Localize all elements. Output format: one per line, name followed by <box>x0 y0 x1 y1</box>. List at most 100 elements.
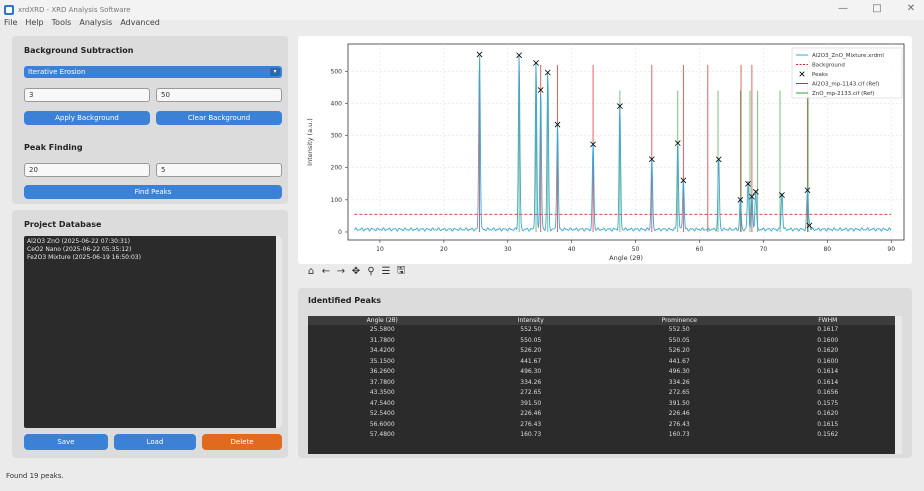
peak-param1-input[interactable]: 20 <box>24 163 150 177</box>
x-tick-label: 10 <box>376 246 384 253</box>
app-icon <box>4 5 14 15</box>
column-header[interactable]: Angle (2θ) <box>366 317 398 324</box>
minimize-icon[interactable]: — <box>838 3 848 14</box>
legend-label: Peaks <box>812 72 828 78</box>
xrd-chart[interactable]: 10 20 30 40 50 60 70 80 90 0 100 200 300 400 500 Angle … <box>298 36 912 264</box>
peak-marker <box>674 140 681 147</box>
legend-label: ZnO_mp-2133.cif (Ref) <box>812 91 874 97</box>
table-row[interactable]: 31.7800 550.05 550.05 0.1600 <box>308 336 902 347</box>
table-cell: 0.1656 <box>817 389 839 396</box>
table-cell: 0.1620 <box>817 410 839 417</box>
table-cell: 0.1575 <box>817 399 839 407</box>
project-list-scrollbar[interactable] <box>276 236 282 428</box>
delete-button[interactable]: Delete <box>202 434 282 450</box>
apply-background-button[interactable]: Apply Background <box>24 111 150 125</box>
clear-background-button[interactable]: Clear Background <box>156 111 282 125</box>
peak-marker <box>476 51 483 58</box>
table-row[interactable]: 56.6000 276.43 276.43 0.1615 <box>308 420 902 431</box>
table-row[interactable]: 57.4800 160.73 160.73 0.1562 <box>308 430 902 441</box>
identified-peaks-panel: Identified Peaks Angle (2θ) Intensity Prom… <box>298 288 912 458</box>
peak-param2-input[interactable]: 5 <box>156 163 282 177</box>
peaks-table-scrollbar[interactable] <box>895 316 902 454</box>
peak-finding-title: Peak Finding <box>24 143 83 152</box>
y-tick-label: 500 <box>331 68 343 75</box>
x-tick-label: 30 <box>504 246 512 253</box>
table-row[interactable]: 47.5400 391.50 391.50 0.1575 <box>308 399 902 410</box>
peak-marker <box>804 187 811 194</box>
table-cell: 526.20 <box>520 347 542 354</box>
project-item[interactable]: Fe2O3 Mixture (2025-06-19 16:50:03) <box>27 254 141 261</box>
find-peaks-button[interactable]: Find Peaks <box>24 185 282 199</box>
project-item[interactable]: Al2O3 ZnO (2025-06-22 07:30:31) <box>27 238 130 245</box>
x-axis-label: Angle (2θ) <box>609 254 643 262</box>
table-cell: 496.30 <box>668 368 690 375</box>
table-row[interactable]: 37.7800 334.26 334.26 0.1614 <box>308 378 902 389</box>
legend-label: Background <box>812 63 845 69</box>
table-cell: 276.43 <box>520 420 542 428</box>
project-item[interactable]: CeO2 Nano (2025-06-22 05:35:12) <box>27 246 132 253</box>
background-param2-input[interactable]: 50 <box>156 88 282 102</box>
chevron-down-icon[interactable]: ▾ <box>270 68 280 76</box>
home-icon[interactable]: ⌂ <box>307 265 315 277</box>
load-button[interactable]: Load <box>114 434 196 450</box>
table-cell: 25.5800 <box>369 326 395 333</box>
plot-panel: 10 20 30 40 50 60 70 80 90 0 100 200 300 400 500 Angle … <box>298 36 912 264</box>
maximize-icon[interactable]: □ <box>872 3 882 14</box>
table-cell: 272.65 <box>520 389 542 396</box>
table-cell: 0.1614 <box>817 368 839 375</box>
background-method-value: Iterative Erosion <box>28 68 86 76</box>
table-cell: 0.1600 <box>817 357 839 365</box>
background-param1-input[interactable]: 3 <box>24 88 150 102</box>
peak-marker <box>537 87 544 93</box>
table-row[interactable]: 36.2600 496.30 496.30 0.1614 <box>308 367 902 378</box>
table-cell: 57.4800 <box>369 431 395 438</box>
close-icon[interactable]: ✕ <box>906 3 916 14</box>
table-cell: 0.1617 <box>817 326 839 333</box>
peak-marker <box>680 177 687 184</box>
background-method-select[interactable]: Iterative Erosion ▾ <box>24 66 282 78</box>
table-cell: 43.3500 <box>369 389 395 396</box>
save-figure-icon[interactable]: 🖫 <box>396 264 406 276</box>
back-arrow-icon[interactable]: ← <box>321 265 331 277</box>
table-row[interactable]: 35.1500 441.67 441.67 0.1600 <box>308 357 902 368</box>
project-database-title: Project Database <box>24 220 102 229</box>
table-cell: 391.50 <box>668 399 690 407</box>
table-cell: 34.4200 <box>369 347 395 354</box>
y-tick-label: 200 <box>331 165 343 172</box>
table-row[interactable]: 43.3500 272.65 272.65 0.1656 <box>308 388 902 399</box>
x-tick-label: 20 <box>440 246 448 253</box>
menu-advanced[interactable]: Advanced <box>120 18 160 27</box>
zoom-icon[interactable]: ⚲ <box>367 265 375 277</box>
table-cell: 334.26 <box>668 378 690 386</box>
table-cell: 550.05 <box>520 336 542 344</box>
table-cell: 272.65 <box>668 389 690 396</box>
configure-icon[interactable]: ☰ <box>381 265 391 277</box>
peak-marker <box>590 141 596 148</box>
column-header[interactable]: Intensity <box>517 317 544 324</box>
peak-marker <box>544 69 551 76</box>
table-cell: 226.46 <box>520 410 542 417</box>
menu-analysis[interactable]: Analysis <box>79 18 113 27</box>
menu-help[interactable]: Help <box>25 18 44 27</box>
y-axis-label: Intensity (a.u.) <box>306 118 314 166</box>
project-list[interactable]: Al2O3 ZnO (2025-06-22 07:30:31) CeO2 Nan… <box>24 236 282 428</box>
table-row[interactable]: 52.5400 226.46 226.46 0.1620 <box>308 409 902 420</box>
peaks-table[interactable]: Angle (2θ) Intensity Prominence FWHM 25.580… <box>308 316 902 454</box>
x-tick-label: 90 <box>887 246 895 253</box>
column-header[interactable]: FWHM <box>818 317 838 324</box>
legend-label: Al2O3_mp-1143.cif (Ref) <box>812 82 879 88</box>
menu-file[interactable]: File <box>4 18 18 27</box>
project-database-panel: Project Database Al2O3 ZnO (2025-06-22 0… <box>12 210 288 458</box>
legend-marker <box>799 71 805 77</box>
table-cell: 276.43 <box>668 420 690 428</box>
save-button[interactable]: Save <box>24 434 108 450</box>
peak-marker <box>715 156 722 163</box>
menu-tools[interactable]: Tools <box>51 18 72 27</box>
table-row[interactable]: 34.4200 526.20 526.20 0.1620 <box>308 346 902 357</box>
forward-arrow-icon[interactable]: → <box>336 265 346 277</box>
pan-icon[interactable]: ✥ <box>351 265 361 277</box>
legend-box <box>791 47 903 99</box>
column-header[interactable]: Prominence <box>661 317 697 324</box>
table-row[interactable]: 25.5800 552.50 552.50 0.1617 <box>308 325 902 336</box>
